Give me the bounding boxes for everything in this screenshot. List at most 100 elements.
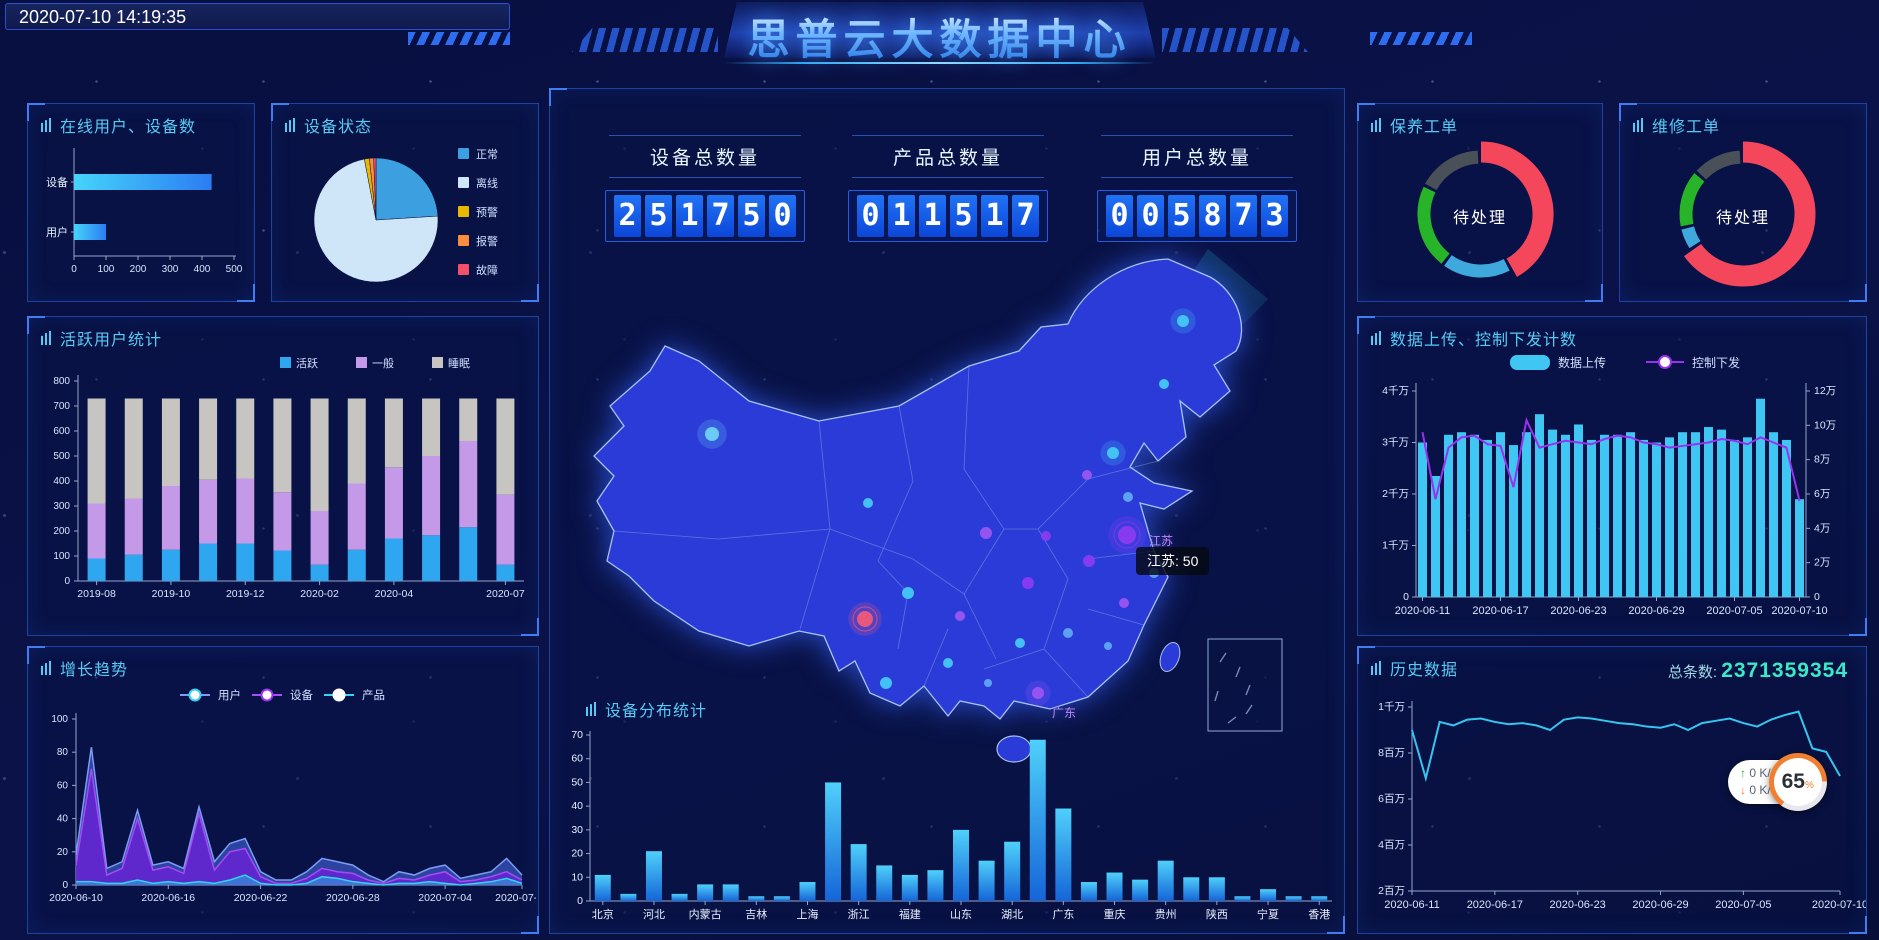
counter-digit: 0 [769, 195, 796, 237]
svg-text:2020-06-22: 2020-06-22 [234, 892, 288, 904]
svg-text:1千万: 1千万 [1382, 540, 1409, 552]
counter-digit: 1 [676, 195, 703, 237]
svg-text:数据上传: 数据上传 [1558, 355, 1606, 370]
panel-repair-orders: 维修工单 待处理 [1619, 103, 1867, 302]
svg-text:2020-07-05: 2020-07-05 [1715, 899, 1771, 911]
panel-title: 保养工单 [1371, 113, 1458, 137]
svg-text:2020-06-11: 2020-06-11 [1384, 899, 1439, 911]
svg-text:400: 400 [53, 476, 70, 487]
svg-text:山东: 山东 [950, 908, 972, 921]
title-underline [724, 62, 1156, 64]
svg-text:2020-07: 2020-07 [486, 588, 525, 600]
panel-online-users-devices: 在线用户、设备数 设备 用户 0 100 200 300 400 500 [27, 103, 255, 302]
panel-active-users: 活跃用户统计 活跃 一般 睡眠 0 100 200 300 400 500 600 700 800 20… [27, 316, 539, 636]
svg-text:香港: 香港 [1308, 908, 1330, 921]
svg-text:2020-06-28: 2020-06-28 [326, 892, 380, 904]
svg-text:2020-07-10: 2020-07-10 [1771, 605, 1827, 617]
percent-gauge[interactable]: 65% [1768, 753, 1827, 811]
svg-text:2020-06-10: 2020-06-10 [49, 892, 103, 904]
svg-text:2019-10: 2019-10 [152, 588, 191, 600]
panel-title-icon [1633, 118, 1644, 132]
province-borders [613, 365, 1159, 698]
svg-text:4万: 4万 [1814, 522, 1830, 534]
decor-bracket-left [572, 28, 718, 52]
svg-text:400: 400 [194, 264, 211, 275]
map-label-jiangsu: 江苏 [1149, 534, 1174, 548]
svg-text:预警: 预警 [476, 205, 498, 219]
svg-text:100: 100 [53, 551, 70, 562]
donut-center-label: 待处理 [1452, 210, 1507, 227]
svg-text:500: 500 [226, 264, 243, 275]
download-arrow-icon: ↓ [1740, 783, 1746, 797]
online-users-devices-chart[interactable]: 设备 用户 0 100 200 300 400 500 [34, 138, 246, 290]
svg-text:6万: 6万 [1814, 488, 1830, 500]
svg-text:2020-06-29: 2020-06-29 [1632, 899, 1688, 911]
growth-trend-chart[interactable]: 用户 设备 产品 0 20 40 60 80 100 2020-06-10 2020-06-16 20… [30, 679, 536, 929]
china-map[interactable] [568, 229, 1328, 804]
svg-text:0: 0 [62, 880, 68, 891]
panel-title-icon [1371, 118, 1382, 132]
svg-text:300: 300 [53, 501, 70, 512]
svg-text:浙江: 浙江 [848, 908, 870, 921]
svg-text:湖北: 湖北 [1001, 908, 1023, 921]
history-total-value: 2371359354 [1721, 659, 1848, 682]
svg-text:故障: 故障 [476, 263, 498, 277]
svg-text:30: 30 [571, 824, 583, 836]
svg-text:2020-06-23: 2020-06-23 [1550, 605, 1606, 617]
svg-text:4千万: 4千万 [1382, 385, 1409, 397]
svg-text:200: 200 [53, 526, 70, 537]
svg-text:40: 40 [57, 814, 69, 825]
svg-text:内蒙古: 内蒙古 [689, 907, 722, 921]
upload-control-chart[interactable]: 数据上传 控制下发 0 1千万 2千万 3千万 4千万 0 2万 4万 6万 8万 10万 12万 2020… [1358, 347, 1866, 639]
device-distribution-chart[interactable]: 0 10 20 30 40 50 60 70 北京 河北 内蒙古 吉林 上海 浙江 福建 山东 湖北 广东 重庆 贵州… [556, 725, 1342, 935]
panel-upload-control: 数据上传、控制下发计数 数据上传 控制下发 0 1千万 2千万 3千万 4千万 0 2万 4万 6万… [1357, 316, 1867, 636]
repair-donut-chart[interactable] [1620, 118, 1866, 300]
svg-text:用户: 用户 [46, 225, 68, 239]
svg-text:10: 10 [571, 871, 583, 883]
svg-text:100: 100 [51, 714, 68, 725]
device-status-pie-chart[interactable]: 正常 离线 预警 报警 故障 [276, 132, 534, 300]
svg-text:8百万: 8百万 [1378, 747, 1405, 759]
svg-text:2020-07-10: 2020-07-10 [1812, 899, 1866, 911]
svg-text:一般: 一般 [372, 357, 394, 370]
svg-text:20: 20 [57, 847, 69, 858]
svg-text:0: 0 [1814, 591, 1820, 603]
svg-text:吉林: 吉林 [745, 907, 767, 921]
svg-text:离线: 离线 [476, 176, 498, 190]
history-chart[interactable]: 2百万 4百万 6百万 8百万 1千万 2020-06-11 2020-06-17 2020-… [1358, 691, 1866, 931]
decor-bracket-right [1162, 28, 1308, 52]
svg-text:2020-06-17: 2020-06-17 [1467, 899, 1523, 911]
svg-text:2百万: 2百万 [1378, 885, 1405, 897]
svg-text:设备: 设备 [290, 688, 313, 702]
panel-growth-trend: 增长趋势 用户 设备 产品 0 20 40 60 80 100 2020-06-10 2020-06… [27, 646, 539, 934]
panel-title: 增长趋势 [41, 656, 128, 680]
svg-text:贵州: 贵州 [1155, 908, 1177, 921]
decor-stripes-left-outer [408, 32, 510, 45]
svg-text:100: 100 [98, 264, 115, 275]
panel-title-icon [41, 661, 52, 675]
south-china-sea-inset [1207, 638, 1283, 732]
donut-center-label: 待处理 [1715, 210, 1770, 227]
panel-title: 设备分布统计 [586, 697, 707, 721]
svg-text:2020-04: 2020-04 [375, 588, 414, 600]
timestamp: 2020-07-10 14:19:35 [5, 3, 510, 30]
download-speed-value: 0 [1749, 783, 1757, 797]
svg-text:活跃: 活跃 [296, 356, 318, 370]
china-outline [593, 258, 1243, 763]
active-users-chart[interactable]: 活跃 一般 睡眠 0 100 200 300 400 500 600 700 800 2019-08 20… [30, 351, 536, 627]
counter-digit: 0 [857, 195, 884, 237]
maintenance-donut-chart[interactable] [1358, 118, 1604, 300]
svg-text:8万: 8万 [1814, 454, 1830, 466]
map-label-guangdong: 广东 [1052, 706, 1077, 720]
svg-text:2万: 2万 [1814, 557, 1830, 569]
panel-title-icon [1371, 661, 1382, 675]
speed-widget: ↑ 0 K/s ↓ 0 K/s 65% [1728, 753, 1827, 811]
map-dots[interactable] [697, 308, 1196, 706]
panel-title-text: 设备分布统计 [605, 703, 708, 720]
svg-text:河北: 河北 [643, 908, 665, 921]
